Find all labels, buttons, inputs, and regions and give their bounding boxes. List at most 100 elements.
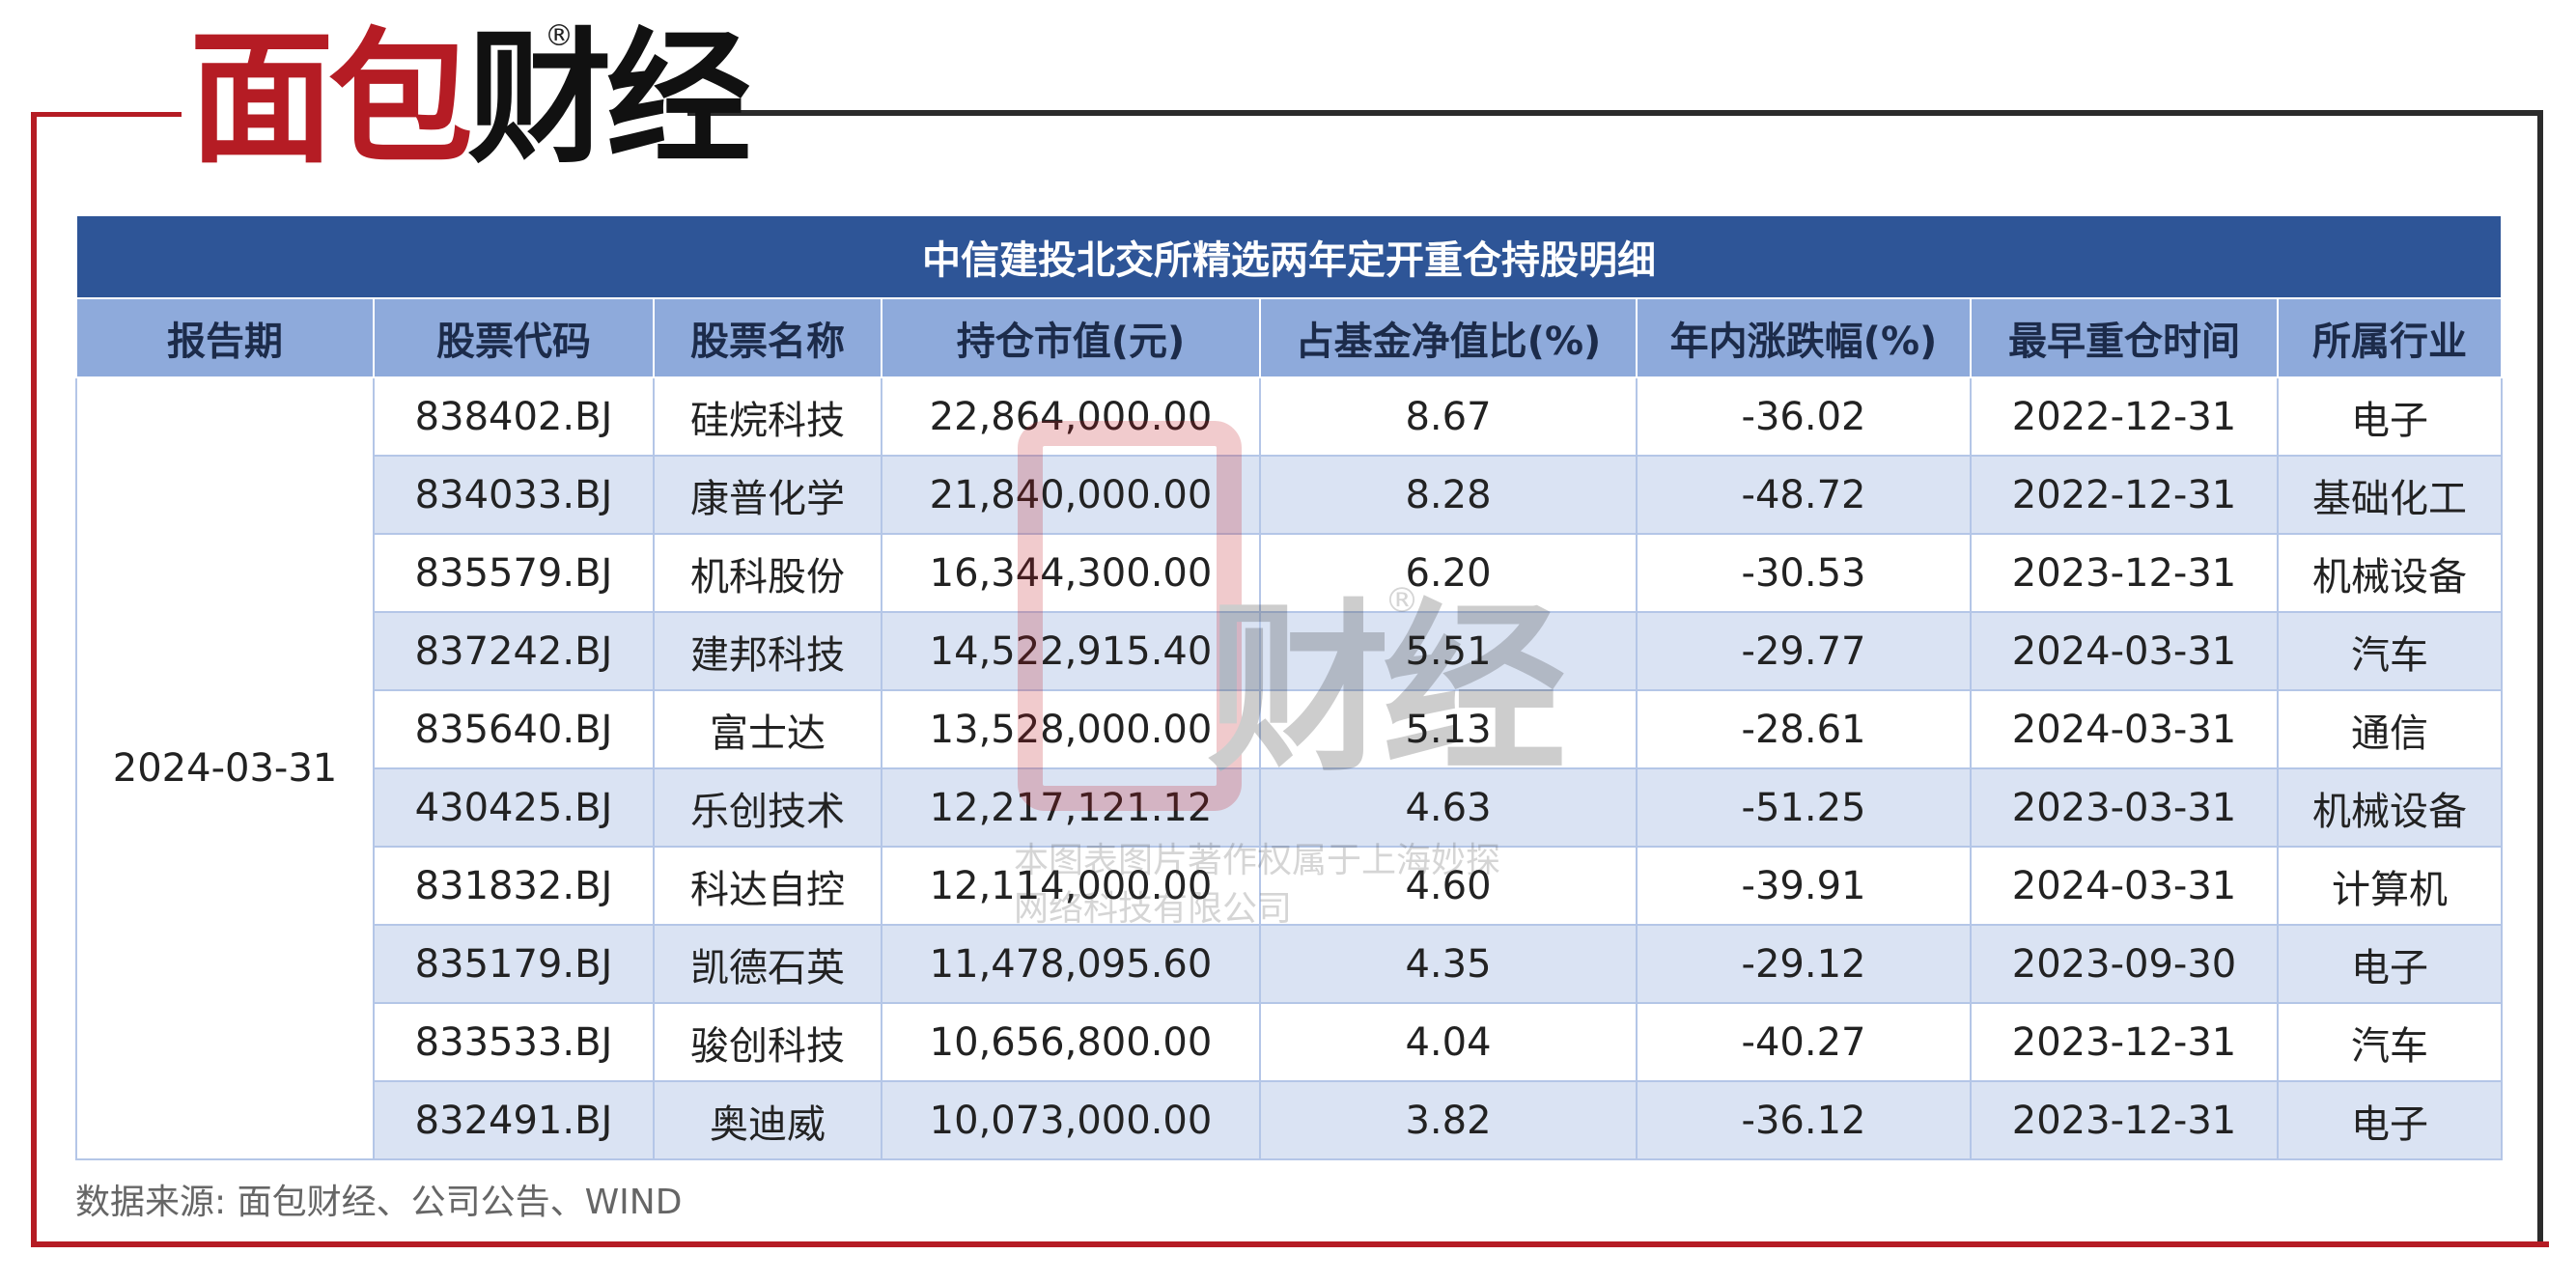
- holdings-table-container: 中信建投北交所精选两年定开重仓持股明细 报告期 股票代码 股票名称 持仓市值(元) 占基…: [75, 214, 2503, 1160]
- industry-cell: 汽车: [2277, 611, 2503, 691]
- holding-value-cell: 13,528,000.00: [881, 689, 1261, 769]
- nav-ratio-cell: 8.67: [1259, 376, 1638, 457]
- earliest-holding-date-cell: 2024-03-31: [1970, 611, 2279, 691]
- nav-ratio-cell: 3.82: [1259, 1080, 1638, 1160]
- report-period-cell: 2024-03-31: [75, 376, 375, 1160]
- column-header: 持仓市值(元): [881, 297, 1261, 378]
- column-header: 年内涨跌幅(%): [1636, 297, 1972, 378]
- holding-value-cell: 22,864,000.00: [881, 376, 1261, 457]
- frame-left-line: [31, 112, 37, 1247]
- earliest-holding-date-cell: 2023-03-31: [1970, 767, 2279, 848]
- holding-value-cell: 12,114,000.00: [881, 846, 1261, 926]
- table-row: 832491.BJ 奥迪威 10,073,000.00 3.82 -36.12 2023-…: [76, 1080, 2503, 1160]
- column-header: 报告期: [75, 297, 375, 378]
- earliest-holding-date-cell: 2023-09-30: [1970, 924, 2279, 1004]
- holding-value-cell: 21,840,000.00: [881, 455, 1261, 535]
- industry-cell: 计算机: [2277, 846, 2503, 926]
- nav-ratio-cell: 4.60: [1259, 846, 1638, 926]
- industry-cell: 通信: [2277, 689, 2503, 769]
- frame-right-line: [2537, 110, 2543, 1247]
- data-source-note: 数据来源: 面包财经、公司公告、WIND: [75, 1183, 683, 1222]
- column-header: 股票代码: [373, 297, 655, 378]
- holding-value-cell: 16,344,300.00: [881, 533, 1261, 613]
- nav-ratio-cell: 8.28: [1259, 455, 1638, 535]
- brand-logo: 面包财经 ®: [189, 15, 751, 183]
- table-row: 834033.BJ 康普化学 21,840,000.00 8.28 -48.72 2022…: [76, 455, 2503, 535]
- stock-name-cell: 康普化学: [653, 455, 882, 535]
- holding-value-cell: 12,217,121.12: [881, 767, 1261, 848]
- nav-ratio-cell: 6.20: [1259, 533, 1638, 613]
- table-row: 831832.BJ 科达自控 12,114,000.00 4.60 -39.91 2024…: [76, 846, 2503, 926]
- stock-code-cell: 838402.BJ: [373, 376, 655, 457]
- earliest-holding-date-cell: 2022-12-31: [1970, 376, 2279, 457]
- nav-ratio-cell: 4.35: [1259, 924, 1638, 1004]
- industry-cell: 机械设备: [2277, 767, 2503, 848]
- table-title: 中信建投北交所精选两年定开重仓持股明细: [75, 214, 2503, 299]
- holdings-table: 中信建投北交所精选两年定开重仓持股明细 报告期 股票代码 股票名称 持仓市值(元) 占基…: [75, 214, 2503, 1160]
- nav-ratio-cell: 5.51: [1259, 611, 1638, 691]
- holding-value-cell: 10,656,800.00: [881, 1002, 1261, 1082]
- column-header: 股票名称: [653, 297, 882, 378]
- column-header: 最早重仓时间: [1970, 297, 2279, 378]
- industry-cell: 电子: [2277, 924, 2503, 1004]
- earliest-holding-date-cell: 2024-03-31: [1970, 846, 2279, 926]
- stock-code-cell: 832491.BJ: [373, 1080, 655, 1160]
- ytd-change-cell: -36.02: [1636, 376, 1972, 457]
- industry-cell: 电子: [2277, 376, 2503, 457]
- holding-value-cell: 10,073,000.00: [881, 1080, 1261, 1160]
- industry-cell: 机械设备: [2277, 533, 2503, 613]
- stock-code-cell: 837242.BJ: [373, 611, 655, 691]
- ytd-change-cell: -29.12: [1636, 924, 1972, 1004]
- nav-ratio-cell: 5.13: [1259, 689, 1638, 769]
- holding-value-cell: 11,478,095.60: [881, 924, 1261, 1004]
- stock-code-cell: 834033.BJ: [373, 455, 655, 535]
- earliest-holding-date-cell: 2023-12-31: [1970, 1002, 2279, 1082]
- industry-cell: 电子: [2277, 1080, 2503, 1160]
- frame-bottom-line: [31, 1241, 2549, 1247]
- stock-name-cell: 富士达: [653, 689, 882, 769]
- logo-registered-mark: ®: [545, 19, 574, 53]
- table-row: 835579.BJ 机科股份 16,344,300.00 6.20 -30.53 2023…: [76, 533, 2503, 613]
- nav-ratio-cell: 4.04: [1259, 1002, 1638, 1082]
- stock-code-cell: 833533.BJ: [373, 1002, 655, 1082]
- industry-cell: 基础化工: [2277, 455, 2503, 535]
- stock-name-cell: 建邦科技: [653, 611, 882, 691]
- column-header: 所属行业: [2277, 297, 2503, 378]
- stock-code-cell: 835579.BJ: [373, 533, 655, 613]
- earliest-holding-date-cell: 2022-12-31: [1970, 455, 2279, 535]
- table-row: 837242.BJ 建邦科技 14,522,915.40 5.51 -29.77 2024…: [76, 611, 2503, 691]
- ytd-change-cell: -30.53: [1636, 533, 1972, 613]
- table-row: 2024-03-31 838402.BJ 硅烷科技 22,864,000.00 8.67…: [75, 376, 2503, 1160]
- frame-top-dark-line: [687, 110, 2543, 116]
- logo-text: 面包财经: [189, 15, 751, 183]
- frame-top-red-line: [31, 112, 182, 117]
- ytd-change-cell: -48.72: [1636, 455, 1972, 535]
- table-row: 835640.BJ 富士达 13,528,000.00 5.13 -28.61 2024-…: [76, 689, 2503, 769]
- stock-code-cell: 835640.BJ: [373, 689, 655, 769]
- stock-code-cell: 831832.BJ: [373, 846, 655, 926]
- industry-cell: 汽车: [2277, 1002, 2503, 1082]
- ytd-change-cell: -40.27: [1636, 1002, 1972, 1082]
- ytd-change-cell: -39.91: [1636, 846, 1972, 926]
- table-row: 835179.BJ 凯德石英 11,478,095.60 4.35 -29.12 2023…: [76, 924, 2503, 1004]
- stock-code-cell: 430425.BJ: [373, 767, 655, 848]
- earliest-holding-date-cell: 2023-12-31: [1970, 533, 2279, 613]
- stock-code-cell: 835179.BJ: [373, 924, 655, 1004]
- stock-name-cell: 奥迪威: [653, 1080, 882, 1160]
- stock-name-cell: 乐创技术: [653, 767, 882, 848]
- ytd-change-cell: -29.77: [1636, 611, 1972, 691]
- earliest-holding-date-cell: 2023-12-31: [1970, 1080, 2279, 1160]
- stock-name-cell: 凯德石英: [653, 924, 882, 1004]
- nav-ratio-cell: 4.63: [1259, 767, 1638, 848]
- stock-name-cell: 硅烷科技: [653, 376, 882, 457]
- table-row: 833533.BJ 骏创科技 10,656,800.00 4.04 -40.27 2023…: [76, 1002, 2503, 1082]
- holding-value-cell: 14,522,915.40: [881, 611, 1261, 691]
- table-row: 430425.BJ 乐创技术 12,217,121.12 4.63 -51.25 2023…: [76, 767, 2503, 848]
- ytd-change-cell: -36.12: [1636, 1080, 1972, 1160]
- stock-name-cell: 机科股份: [653, 533, 882, 613]
- ytd-change-cell: -51.25: [1636, 767, 1972, 848]
- earliest-holding-date-cell: 2024-03-31: [1970, 689, 2279, 769]
- column-header: 占基金净值比(%): [1259, 297, 1638, 378]
- stock-name-cell: 骏创科技: [653, 1002, 882, 1082]
- stock-name-cell: 科达自控: [653, 846, 882, 926]
